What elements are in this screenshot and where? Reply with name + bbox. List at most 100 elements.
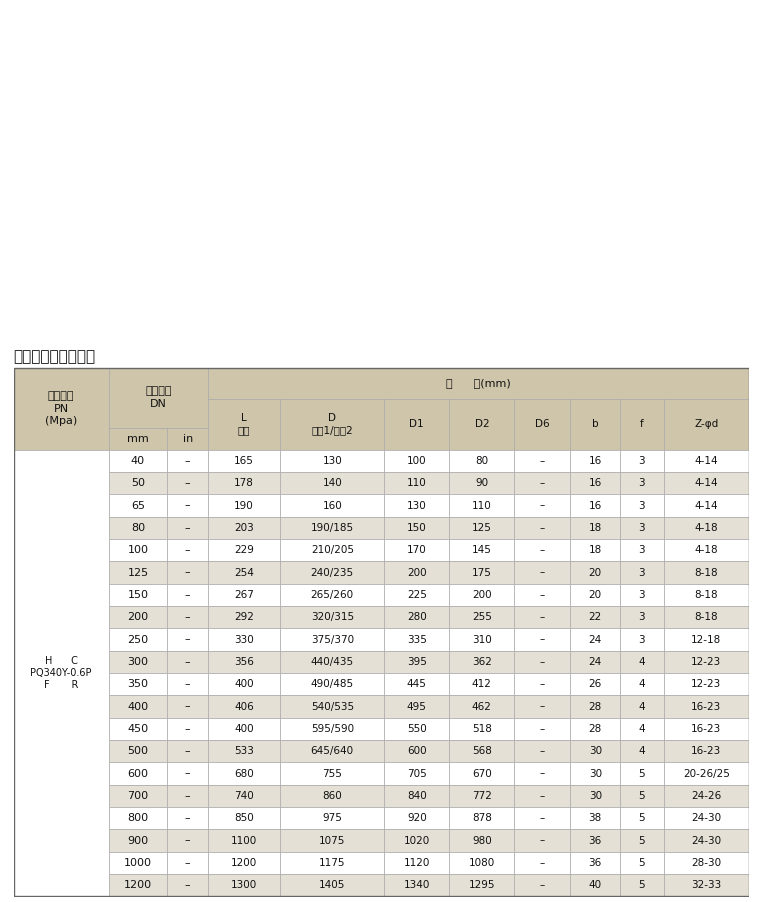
Bar (571, 851, 620, 874)
Text: 1000: 1000 (124, 858, 152, 868)
Bar (620, 561, 663, 584)
Bar (385, 517, 449, 539)
Text: –: – (540, 545, 545, 555)
Text: 1080: 1080 (469, 858, 495, 868)
Text: 920: 920 (407, 814, 426, 824)
Text: 490/485: 490/485 (311, 679, 354, 689)
Text: 80: 80 (475, 456, 489, 465)
Bar (515, 851, 571, 874)
Text: –: – (540, 835, 545, 845)
Text: 主要外形和连接尺寸: 主要外形和连接尺寸 (14, 349, 96, 364)
Bar (208, 762, 280, 785)
Text: 250: 250 (128, 634, 148, 645)
Text: 1295: 1295 (469, 880, 495, 890)
Bar (385, 807, 449, 829)
Bar (571, 673, 620, 695)
Text: 645/640: 645/640 (311, 746, 354, 756)
Bar (515, 584, 571, 606)
Text: –: – (185, 523, 191, 533)
Bar (449, 584, 515, 606)
Text: 3: 3 (638, 545, 645, 555)
Text: 568: 568 (472, 746, 492, 756)
Bar (515, 740, 571, 762)
Text: 4: 4 (638, 724, 645, 734)
Text: –: – (540, 523, 545, 533)
Bar (449, 740, 515, 762)
Text: 38: 38 (589, 814, 602, 824)
Bar (449, 561, 515, 584)
Text: 30: 30 (589, 746, 602, 756)
Text: Z-φd: Z-φd (695, 419, 718, 429)
Text: 165: 165 (234, 456, 254, 465)
Bar (515, 629, 571, 650)
Text: 4: 4 (638, 679, 645, 689)
Bar (167, 785, 208, 807)
Text: 362: 362 (472, 657, 492, 667)
Text: f: f (640, 419, 644, 429)
Bar (449, 472, 515, 494)
Bar (663, 874, 749, 897)
Text: 772: 772 (472, 791, 492, 801)
Bar (515, 450, 571, 472)
Text: L
法兰: L 法兰 (238, 413, 250, 436)
Text: 5: 5 (638, 858, 645, 868)
Bar (167, 584, 208, 606)
Bar (620, 829, 663, 851)
Bar (515, 561, 571, 584)
Text: 130: 130 (407, 501, 426, 511)
Text: 240/235: 240/235 (311, 567, 354, 577)
Bar (449, 695, 515, 718)
Bar (663, 399, 749, 450)
Bar (663, 762, 749, 785)
Bar (571, 785, 620, 807)
Text: 680: 680 (234, 769, 254, 778)
Text: D6: D6 (535, 419, 549, 429)
Bar (109, 368, 208, 428)
Bar (385, 650, 449, 673)
Text: 公称压力
PN
(Mpa): 公称压力 PN (Mpa) (45, 391, 78, 426)
Bar (620, 874, 663, 897)
Bar (208, 673, 280, 695)
Bar (280, 874, 385, 897)
Text: 20-26/25: 20-26/25 (683, 769, 730, 778)
Bar (385, 472, 449, 494)
Bar (515, 650, 571, 673)
Text: 395: 395 (407, 657, 426, 667)
Bar (280, 851, 385, 874)
Text: –: – (540, 746, 545, 756)
Text: –: – (540, 679, 545, 689)
Bar (620, 650, 663, 673)
Text: 292: 292 (234, 612, 254, 622)
Text: –: – (185, 835, 191, 845)
Bar (280, 673, 385, 695)
Bar (571, 807, 620, 829)
Text: 1175: 1175 (319, 858, 346, 868)
Text: –: – (185, 814, 191, 824)
Bar (449, 762, 515, 785)
Bar (167, 472, 208, 494)
Text: 5: 5 (638, 769, 645, 778)
Text: 540/535: 540/535 (311, 702, 354, 712)
Bar (14, 368, 109, 450)
Text: 200: 200 (472, 590, 492, 600)
Bar (109, 874, 167, 897)
Text: 200: 200 (128, 612, 148, 622)
Bar (571, 629, 620, 650)
Bar (208, 785, 280, 807)
Bar (620, 606, 663, 629)
Bar (167, 561, 208, 584)
Text: 280: 280 (407, 612, 426, 622)
Bar (620, 673, 663, 695)
Bar (109, 472, 167, 494)
Bar (571, 606, 620, 629)
Text: 412: 412 (472, 679, 492, 689)
Text: 600: 600 (407, 746, 426, 756)
Bar (109, 807, 167, 829)
Text: 40: 40 (131, 456, 145, 465)
Text: –: – (185, 880, 191, 890)
Text: 125: 125 (472, 523, 492, 533)
Bar (449, 874, 515, 897)
Bar (280, 829, 385, 851)
Bar (449, 785, 515, 807)
Text: 28-30: 28-30 (692, 858, 721, 868)
